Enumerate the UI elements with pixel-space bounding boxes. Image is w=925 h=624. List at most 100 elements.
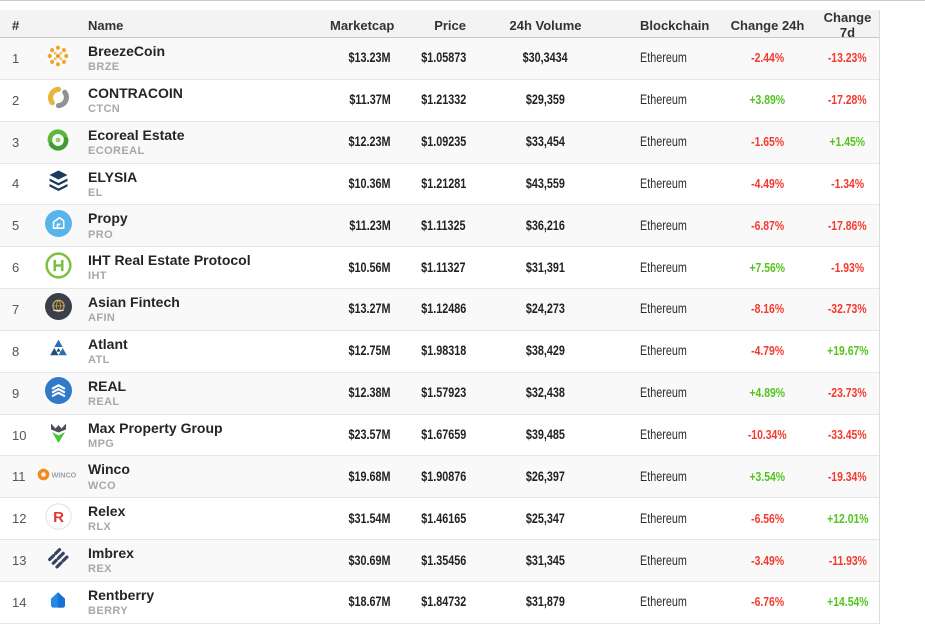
name-cell[interactable]: Max Property Group MPG (80, 420, 330, 451)
price-cell: $1.05873 (420, 50, 466, 66)
name-cell[interactable]: Winco WCO (80, 461, 330, 492)
price-cell: $1.35456 (420, 552, 466, 568)
svg-text:WINCO: WINCO (52, 470, 77, 479)
table-body: 1 BreezeCoin BRZE $13.23M $1.05873 $30,3… (0, 38, 879, 624)
icon-cell: WINCO (36, 467, 80, 487)
blockchain-cell: Ethereum (640, 301, 687, 317)
icon-cell (36, 293, 80, 325)
coin-row[interactable]: 8 Atlant ATL $12.75M $1.98318 $38,429 Et… (0, 330, 879, 373)
marketcap-cell: $19.68M (348, 468, 391, 484)
coin-symbol: WCO (88, 479, 117, 492)
change-7d-cell: -23.73% (828, 385, 867, 401)
name-cell[interactable]: CONTRACOIN CTCN (80, 85, 330, 116)
coin-row[interactable]: 5 Propy PRO $11.23M $1.11325 $36,216 Eth… (0, 205, 879, 248)
change-24h-cell: +3.54% (749, 468, 786, 484)
icon-cell (36, 252, 80, 284)
name-cell[interactable]: REAL REAL (80, 378, 330, 409)
coin-row[interactable]: 14 Rentberry BERRY $18.67M $1.84732 $31,… (0, 581, 879, 624)
volume-cell: $32,438 (525, 385, 566, 401)
coin-row[interactable]: 1 BreezeCoin BRZE $13.23M $1.05873 $30,3… (0, 38, 879, 80)
ecoreal-icon (45, 127, 71, 158)
volume-cell: $36,216 (525, 217, 566, 233)
coin-row[interactable]: 4 ELYSIA EL $10.36M $1.21281 $43,559 Eth… (0, 163, 879, 206)
imbrex-icon (45, 545, 71, 576)
change-24h-cell: -2.44% (751, 50, 784, 66)
blockchain-cell: Ethereum (640, 385, 687, 401)
propy-icon (44, 209, 72, 242)
coin-name: CONTRACOIN (88, 84, 183, 101)
coin-name: BreezeCoin (88, 43, 166, 60)
name-cell[interactable]: Relex RLX (80, 503, 330, 534)
rank-cell: 8 (12, 343, 20, 359)
coin-row[interactable]: 6 IHT Real Estate Protocol IHT $10.56M $… (0, 247, 879, 290)
coin-row[interactable]: 12 R Relex RLX $31.54M $1.46165 $25,347 … (0, 498, 879, 541)
price-cell: $1.98318 (420, 343, 466, 359)
icon-cell (36, 127, 80, 158)
change-7d-cell: -1.34% (831, 175, 864, 191)
blockchain-cell: Ethereum (640, 259, 687, 275)
price-cell: $1.21332 (420, 92, 466, 108)
price-cell: $1.11327 (421, 259, 466, 275)
marketcap-cell: $11.37M (349, 92, 391, 108)
icon-cell (36, 336, 80, 366)
marketcap-cell: $11.23M (349, 217, 391, 233)
coin-name: Winco (88, 461, 130, 478)
coin-row[interactable]: 9 REAL REAL $12.38M $1.57923 $32,438 Eth… (0, 372, 879, 415)
name-cell[interactable]: BreezeCoin BRZE (80, 43, 330, 74)
coin-symbol: BERRY (88, 605, 129, 618)
coin-row[interactable]: 3 Ecoreal Estate ECOREAL $12.23M $1.0923… (0, 121, 879, 164)
rank-cell: 10 (12, 427, 27, 443)
change-24h-cell: -1.65% (751, 134, 784, 150)
coin-symbol: RLX (88, 521, 112, 534)
change-24h-cell: +3.89% (749, 92, 786, 108)
volume-cell: $38,429 (525, 343, 566, 359)
change-24h-cell: +4.89% (749, 385, 786, 401)
table-header-row: # Name Marketcap Price 24h Volume Blockc… (0, 10, 879, 40)
marketcap-cell: $30.69M (348, 552, 391, 568)
volume-cell: $39,485 (525, 427, 566, 443)
col-header-blockchain: Blockchain (640, 17, 710, 33)
name-cell[interactable]: Rentberry BERRY (80, 587, 330, 618)
contracoin-icon (46, 85, 71, 115)
page-top-border (0, 0, 925, 1)
icon-cell (36, 587, 80, 618)
change-24h-cell: -4.79% (751, 343, 784, 359)
price-cell: $1.09235 (420, 134, 466, 150)
elysia-icon (46, 168, 71, 199)
coin-row[interactable]: 13 Imbrex REX $30.69M $1.35456 $31,345 E… (0, 540, 879, 582)
icon-cell (36, 545, 80, 576)
name-cell[interactable]: Ecoreal Estate ECOREAL (80, 127, 330, 158)
blockchain-cell: Ethereum (640, 175, 687, 191)
rank-cell: 7 (12, 301, 20, 317)
name-cell[interactable]: Imbrex REX (80, 545, 330, 576)
blockchain-cell: Ethereum (640, 343, 687, 359)
volume-cell: $29,359 (525, 92, 566, 108)
coin-row[interactable]: 7 Asian Fintech AFIN $13.27M $1.12486 $2… (0, 289, 879, 331)
coin-row[interactable]: 11 WINCO Winco WCO $19.68M $1.90876 $26,… (0, 456, 879, 499)
coin-name: REAL (88, 377, 127, 394)
name-cell[interactable]: IHT Real Estate Protocol IHT (80, 252, 330, 283)
name-cell[interactable]: Propy PRO (80, 210, 330, 241)
rank-cell: 4 (12, 176, 20, 192)
rank-cell: 14 (12, 594, 27, 610)
name-cell[interactable]: ELYSIA EL (80, 169, 330, 200)
max-property-group-icon (46, 420, 71, 451)
icon-cell (36, 377, 80, 409)
price-cell: $1.12486 (420, 301, 466, 317)
name-cell[interactable]: Atlant ATL (80, 336, 330, 367)
rank-cell: 2 (12, 92, 20, 108)
coin-row[interactable]: 2 CONTRACOIN CTCN $11.37M $1.21332 $29,3… (0, 79, 879, 122)
rank-cell: 1 (12, 50, 20, 66)
blockchain-cell: Ethereum (640, 134, 687, 150)
coin-symbol: REAL (88, 395, 120, 408)
col-header-rank: # (12, 17, 20, 33)
col-header-volume: 24h Volume (509, 17, 582, 33)
volume-cell: $24,273 (525, 301, 566, 317)
change-7d-cell: -11.93% (828, 552, 867, 568)
coin-row[interactable]: 10 Max Property Group MPG $23.57M $1.676… (0, 414, 879, 457)
real-icon (44, 377, 72, 409)
marketcap-cell: $13.23M (348, 50, 391, 66)
blockchain-cell: Ethereum (640, 468, 687, 484)
name-cell[interactable]: Asian Fintech AFIN (80, 294, 330, 325)
price-cell: $1.90876 (420, 468, 466, 484)
